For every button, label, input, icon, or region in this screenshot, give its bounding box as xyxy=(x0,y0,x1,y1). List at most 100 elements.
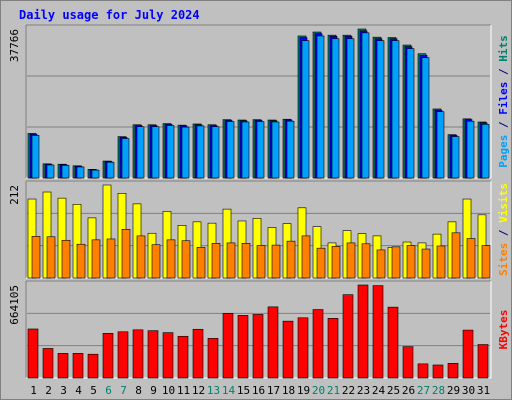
bar-sites-1 xyxy=(31,236,41,279)
bar-kbytes-11 xyxy=(177,335,189,379)
bar-kbytes-28 xyxy=(432,364,444,379)
bar-sites-23 xyxy=(361,243,371,279)
x-tick-label-16: 16 xyxy=(252,384,265,397)
x-tick-label-18: 18 xyxy=(282,384,295,397)
y-max-label: 664105 xyxy=(8,285,21,325)
legend-part: Files xyxy=(497,82,510,115)
legend-part: Hits xyxy=(497,35,510,62)
bar-sites-14 xyxy=(226,242,236,279)
bar-sites-30 xyxy=(466,238,476,279)
bar-pages-24 xyxy=(376,40,385,179)
bar-kbytes-18 xyxy=(282,320,294,379)
bar-pages-28 xyxy=(436,111,445,179)
bar-pages-19 xyxy=(301,40,310,179)
bar-sites-19 xyxy=(301,235,311,279)
bar-pages-20 xyxy=(316,35,325,179)
x-tick-label-23: 23 xyxy=(357,384,370,397)
x-tick-label-26: 26 xyxy=(402,384,415,397)
bar-pages-26 xyxy=(406,48,415,179)
x-tick-label-10: 10 xyxy=(162,384,175,397)
bar-sites-3 xyxy=(61,239,71,279)
x-tick-label-25: 25 xyxy=(387,384,400,397)
bar-sites-16 xyxy=(256,245,266,279)
x-tick-label-5: 5 xyxy=(90,384,97,397)
bar-sites-11 xyxy=(181,240,191,279)
bar-kbytes-9 xyxy=(147,330,159,379)
bar-kbytes-31 xyxy=(477,344,489,379)
bar-kbytes-25 xyxy=(387,306,399,379)
bar-pages-5 xyxy=(91,169,100,179)
bar-sites-25 xyxy=(391,246,401,279)
bar-kbytes-10 xyxy=(162,332,174,379)
x-tick-label-31: 31 xyxy=(477,384,490,397)
bar-pages-9 xyxy=(151,126,160,179)
bar-kbytes-15 xyxy=(237,315,249,379)
bar-sites-21 xyxy=(331,246,341,279)
x-tick-label-6: 6 xyxy=(105,384,112,397)
bar-pages-8 xyxy=(136,126,145,179)
bar-pages-29 xyxy=(451,136,460,179)
bar-pages-15 xyxy=(241,121,250,179)
y-max-label: 37766 xyxy=(8,29,21,62)
bar-kbytes-24 xyxy=(372,285,384,379)
bar-kbytes-23 xyxy=(357,284,369,379)
bar-sites-8 xyxy=(136,235,146,279)
bar-sites-26 xyxy=(406,245,416,279)
bar-sites-28 xyxy=(436,245,446,279)
bar-pages-18 xyxy=(286,120,295,179)
x-tick-label-1: 1 xyxy=(30,384,37,397)
x-tick-label-14: 14 xyxy=(222,384,236,397)
bar-sites-12 xyxy=(196,246,206,279)
x-tick-label-20: 20 xyxy=(312,384,325,397)
bar-sites-18 xyxy=(286,240,296,279)
bar-kbytes-21 xyxy=(327,318,339,379)
bar-kbytes-7 xyxy=(117,331,129,379)
right-legend-label: Sites / Visits xyxy=(497,183,510,276)
bar-kbytes-4 xyxy=(72,353,84,379)
bar-pages-17 xyxy=(271,121,280,179)
bar-pages-12 xyxy=(196,125,205,179)
bar-kbytes-5 xyxy=(87,353,99,379)
x-tick-label-11: 11 xyxy=(177,384,190,397)
bar-kbytes-13 xyxy=(207,338,219,379)
x-tick-label-12: 12 xyxy=(192,384,205,397)
x-tick-label-3: 3 xyxy=(60,384,67,397)
x-tick-label-24: 24 xyxy=(372,384,386,397)
bar-pages-13 xyxy=(211,126,220,179)
bar-pages-30 xyxy=(466,120,475,179)
bar-sites-7 xyxy=(121,229,131,279)
y-max-label: 212 xyxy=(8,185,21,205)
bar-pages-10 xyxy=(166,125,175,179)
bar-kbytes-8 xyxy=(132,329,144,379)
bar-kbytes-29 xyxy=(447,362,459,379)
bar-kbytes-22 xyxy=(342,294,354,379)
bar-pages-1 xyxy=(31,135,40,179)
bar-kbytes-30 xyxy=(462,329,474,379)
bar-sites-2 xyxy=(46,236,56,279)
bar-pages-25 xyxy=(391,40,400,179)
bar-kbytes-2 xyxy=(42,348,54,379)
bar-kbytes-20 xyxy=(312,309,324,379)
x-tick-label-13: 13 xyxy=(207,384,220,397)
bar-sites-24 xyxy=(376,249,386,279)
legend-part: / xyxy=(497,223,510,243)
legend-part: Pages xyxy=(497,135,510,168)
legend-part: / xyxy=(497,115,510,135)
x-tick-label-21: 21 xyxy=(327,384,340,397)
bar-kbytes-3 xyxy=(57,353,69,379)
bar-sites-5 xyxy=(91,239,101,279)
x-tick-label-4: 4 xyxy=(75,384,82,397)
bar-pages-14 xyxy=(226,121,235,179)
bar-sites-4 xyxy=(76,243,86,279)
x-tick-label-15: 15 xyxy=(237,384,250,397)
bar-pages-2 xyxy=(46,164,55,179)
bar-pages-22 xyxy=(346,38,355,179)
bar-kbytes-17 xyxy=(267,306,279,379)
x-tick-label-29: 29 xyxy=(447,384,460,397)
bar-kbytes-19 xyxy=(297,317,309,379)
bar-sites-9 xyxy=(151,244,161,279)
legend-part: / xyxy=(497,62,510,82)
legend-part: KBytes xyxy=(497,310,510,350)
bar-pages-11 xyxy=(181,126,190,179)
bar-sites-31 xyxy=(481,245,491,279)
